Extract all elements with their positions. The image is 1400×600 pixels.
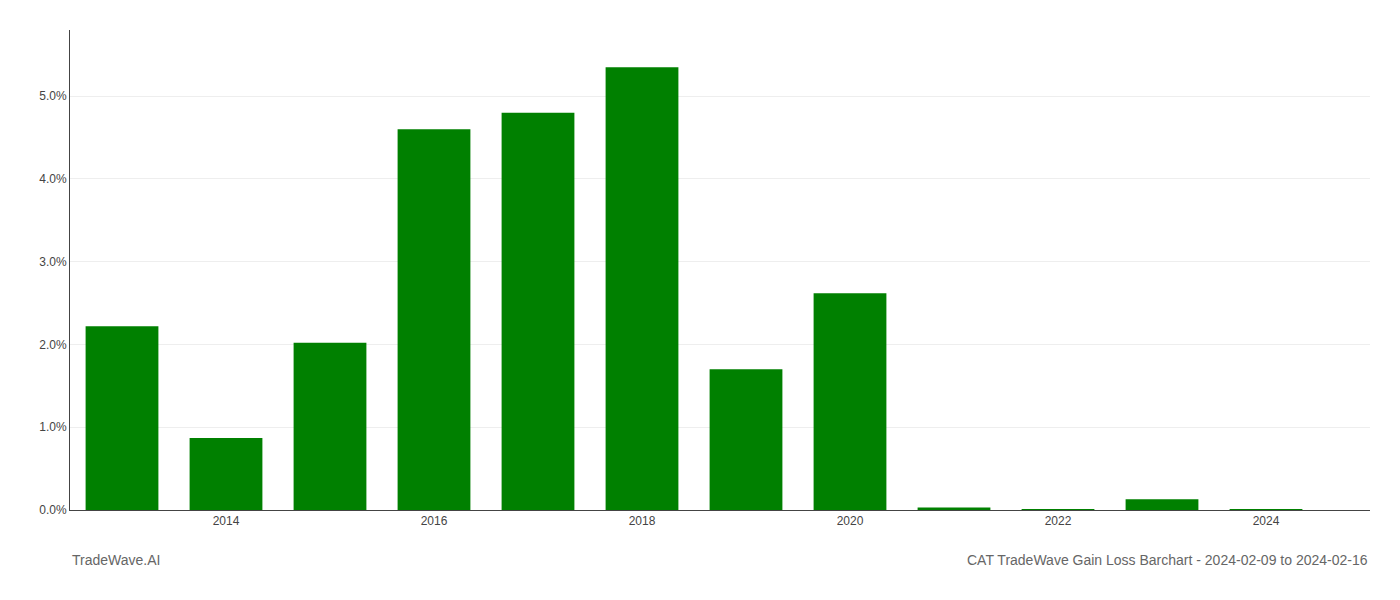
svg-text:5.0%: 5.0% — [39, 89, 67, 103]
svg-text:4.0%: 4.0% — [39, 172, 67, 186]
svg-text:CAT TradeWave Gain Loss Barcha: CAT TradeWave Gain Loss Barchart - 2024-… — [967, 552, 1368, 568]
svg-text:2020: 2020 — [837, 514, 864, 528]
svg-text:2024: 2024 — [1253, 514, 1280, 528]
svg-text:2018: 2018 — [629, 514, 656, 528]
svg-text:2.0%: 2.0% — [39, 338, 67, 352]
svg-text:2014: 2014 — [213, 514, 240, 528]
svg-text:2016: 2016 — [421, 514, 448, 528]
svg-text:TradeWave.AI: TradeWave.AI — [72, 552, 160, 568]
svg-text:1.0%: 1.0% — [39, 420, 67, 434]
svg-text:2022: 2022 — [1045, 514, 1072, 528]
svg-text:3.0%: 3.0% — [39, 255, 67, 269]
svg-text:0.0%: 0.0% — [39, 503, 67, 517]
